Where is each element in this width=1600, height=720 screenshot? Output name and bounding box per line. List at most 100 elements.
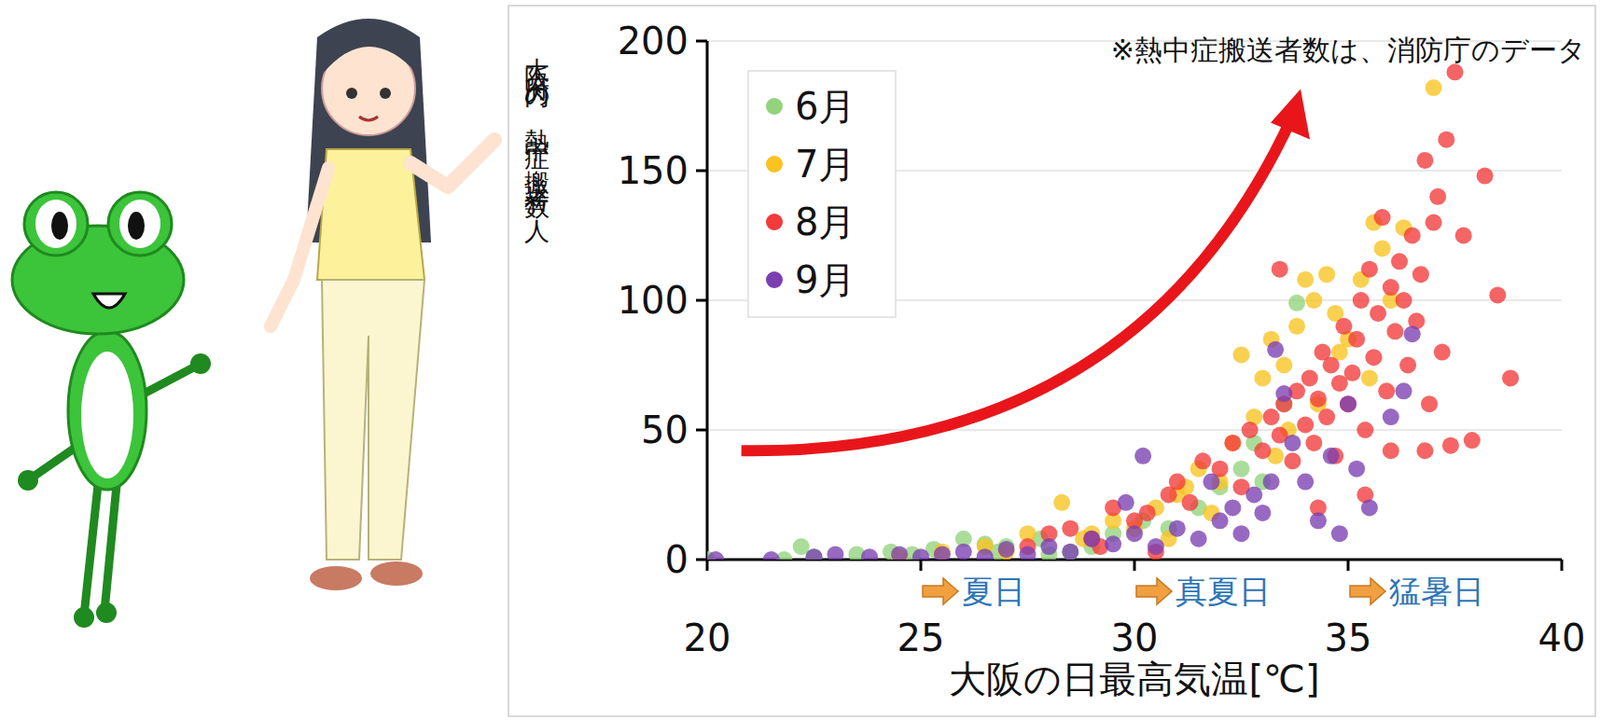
point — [1399, 357, 1417, 375]
y-tick-label: 0 — [665, 538, 689, 582]
point — [1364, 348, 1382, 366]
annotation-arrow — [1136, 578, 1172, 605]
legend-label: 9月 — [794, 258, 856, 302]
frog-eye — [108, 192, 172, 256]
canvas: 0501001502002025303540大阪の日最高気温[℃]大阪府内の熱中… — [0, 0, 1600, 720]
frog-hand — [17, 470, 39, 491]
x-tick-label: 40 — [1538, 616, 1587, 660]
frog-eye-white — [119, 199, 161, 249]
point — [763, 551, 780, 560]
annotation-arrow — [922, 578, 959, 605]
point — [1463, 431, 1481, 449]
grid-line — [707, 429, 1562, 432]
frog-pupil — [51, 211, 69, 240]
point — [1233, 460, 1251, 478]
girl-bangs — [321, 27, 418, 75]
y-tick — [695, 558, 708, 562]
legend: 6月7月8月9月 — [748, 70, 896, 318]
point — [1190, 530, 1208, 548]
point — [1224, 434, 1241, 452]
frog-hand — [190, 353, 211, 375]
point — [1061, 520, 1079, 538]
x-axis-title: 大阪の日最高気温[℃] — [948, 657, 1320, 701]
point — [1318, 408, 1336, 426]
point — [998, 541, 1016, 558]
point — [1361, 369, 1378, 387]
point — [1416, 442, 1434, 460]
point — [1296, 416, 1314, 433]
legend-box — [748, 70, 896, 318]
point — [1476, 167, 1494, 185]
x-tick — [1347, 559, 1350, 571]
point — [1377, 382, 1395, 400]
trend-arrow-head — [1270, 89, 1310, 140]
frog-body — [68, 331, 147, 490]
point — [1275, 357, 1293, 375]
point — [1053, 494, 1071, 512]
point — [1433, 344, 1451, 362]
point — [1117, 494, 1135, 512]
point — [1386, 322, 1404, 340]
legend-marker — [765, 155, 783, 173]
point — [1446, 63, 1464, 81]
point — [1271, 261, 1289, 279]
girl-shoe — [370, 561, 423, 586]
point — [1263, 408, 1280, 426]
point — [1395, 292, 1413, 309]
point — [1245, 486, 1263, 504]
point — [1382, 408, 1400, 426]
frog-belly — [81, 351, 134, 479]
point — [1382, 278, 1400, 296]
point — [1283, 434, 1301, 452]
point — [1425, 79, 1443, 97]
point — [1233, 525, 1251, 543]
point — [1253, 442, 1271, 460]
point — [1083, 530, 1100, 548]
point — [1019, 545, 1037, 560]
y-tick — [695, 429, 708, 432]
point — [1404, 325, 1421, 343]
x-tick-label: 25 — [897, 616, 946, 660]
trend-arrow — [741, 119, 1292, 452]
point — [1416, 152, 1434, 169]
point — [1296, 473, 1314, 491]
point — [1275, 385, 1293, 403]
point — [1288, 294, 1306, 312]
point — [1253, 369, 1271, 387]
girl-pants — [321, 279, 425, 560]
point — [826, 545, 844, 560]
y-tick-label: 100 — [617, 278, 689, 322]
point — [933, 545, 951, 560]
point — [1305, 292, 1322, 309]
point — [1147, 538, 1165, 556]
note: ※熱中症搬送者数は、消防庁のデータ — [1111, 33, 1587, 67]
point — [1224, 499, 1241, 516]
point — [1288, 318, 1306, 335]
x-tick — [919, 559, 923, 571]
annotation-label: 猛暑日 — [1389, 572, 1485, 611]
point — [955, 543, 973, 560]
annotation: 真夏日 — [1136, 572, 1271, 611]
point — [1104, 535, 1122, 553]
point — [1168, 520, 1186, 538]
y-axis-title: 大阪府内の熱中症 搬送者数 人 — [523, 37, 553, 245]
point — [1348, 460, 1365, 478]
point — [1040, 538, 1058, 556]
point — [1352, 292, 1370, 309]
chart-panel — [508, 5, 1596, 717]
point — [1224, 434, 1241, 452]
point — [1344, 364, 1362, 382]
point — [1374, 239, 1392, 257]
point — [707, 551, 724, 560]
point — [1296, 271, 1314, 289]
point — [1361, 261, 1378, 279]
point — [1263, 473, 1280, 491]
point — [1391, 252, 1408, 270]
girl-eye — [346, 87, 358, 99]
point — [912, 548, 930, 560]
characters — [12, 18, 495, 628]
legend-label: 8月 — [794, 200, 856, 244]
point — [806, 548, 823, 560]
point — [1348, 331, 1365, 348]
point — [1301, 369, 1319, 387]
